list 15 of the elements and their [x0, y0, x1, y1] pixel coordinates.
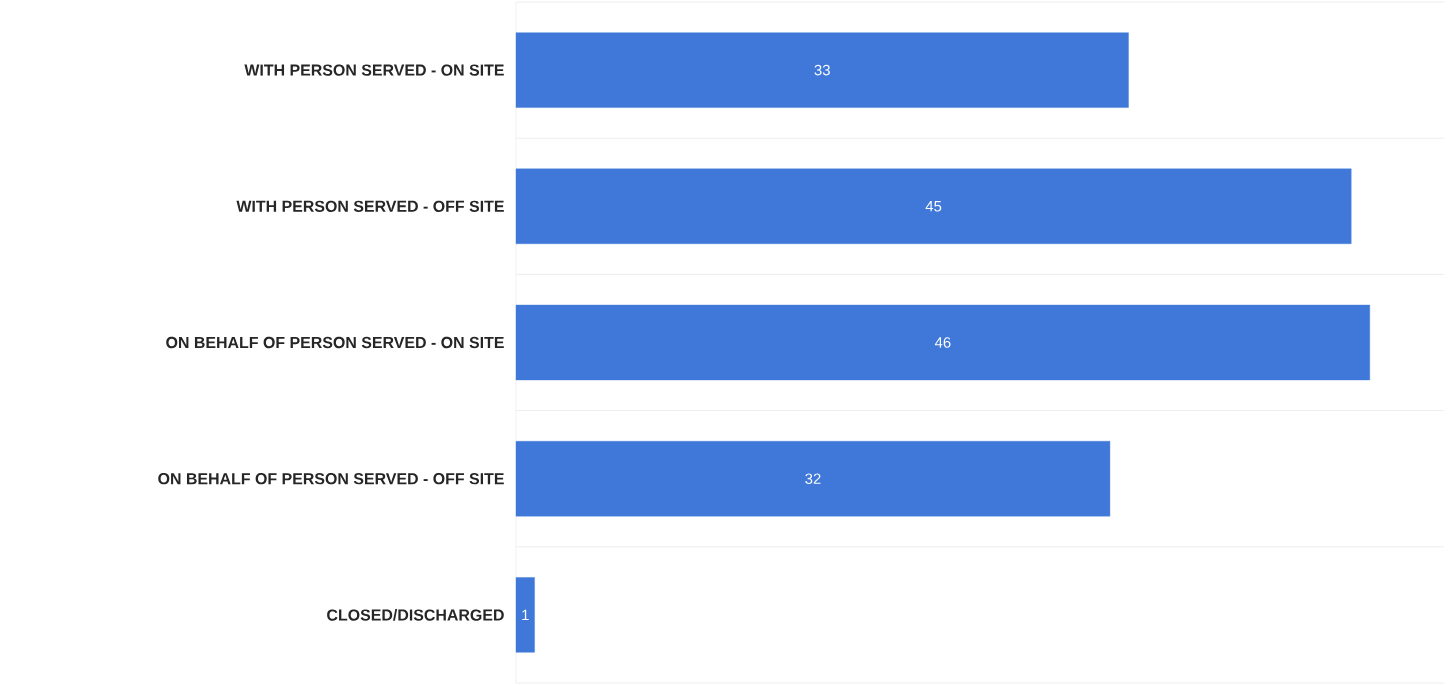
bar	[515, 32, 1129, 108]
y-tick-label: ON BEHALF OF PERSON SERVED - OFF SITE	[158, 473, 504, 485]
y-tick-label: CLOSED/DISCHARGED	[327, 608, 504, 621]
y-tick-label: ON BEHALF OF PERSON SERVED - ON SITE	[166, 336, 504, 349]
data-label: 45	[925, 201, 942, 212]
data-label: 33	[814, 64, 830, 76]
bar	[515, 168, 1352, 244]
data-label: 1	[522, 609, 529, 621]
data-label: 32	[805, 473, 821, 484]
y-tick-label: WITH PERSON SERVED - OFF SITE	[236, 200, 504, 212]
data-label: 46	[934, 337, 951, 348]
bar	[515, 304, 1370, 381]
y-tick-label: WITH PERSON SERVED - ON SITE	[244, 64, 504, 76]
bar	[515, 577, 535, 653]
bar	[515, 441, 1111, 517]
